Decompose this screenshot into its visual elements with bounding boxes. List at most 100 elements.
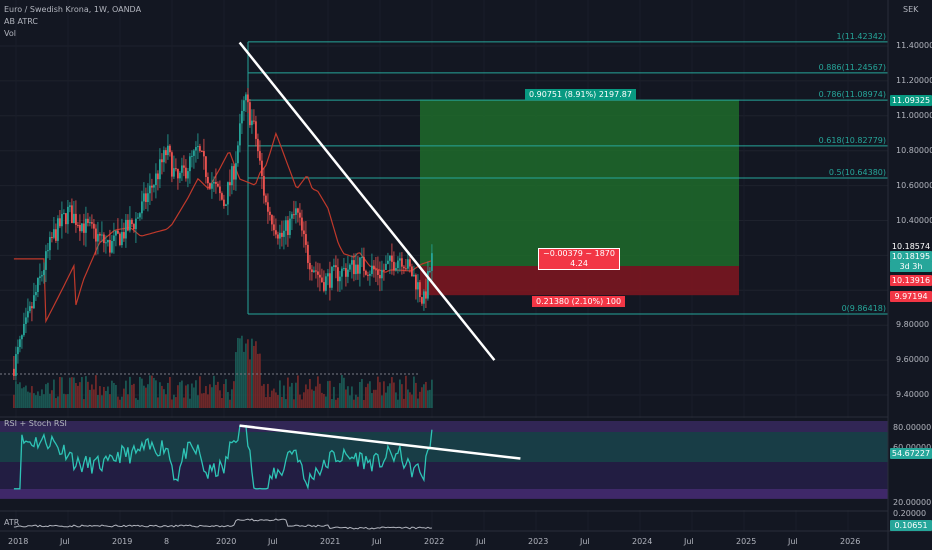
- candle-body: [171, 152, 173, 177]
- volume-bar: [273, 388, 275, 408]
- volume-bar: [281, 396, 283, 408]
- fib-level-label: 0.5(10.64380): [828, 167, 886, 177]
- fib-retracement[interactable]: [247, 41, 888, 315]
- candle-body: [39, 276, 41, 278]
- rsi-title[interactable]: RSI + Stoch RSI: [4, 419, 67, 428]
- volume-bar: [33, 393, 35, 408]
- candle-body: [385, 263, 387, 270]
- volume-bar: [221, 398, 223, 408]
- candle-body: [363, 257, 365, 271]
- candle-body: [137, 217, 139, 219]
- volume-bar: [43, 394, 45, 408]
- candle-body: [41, 275, 43, 277]
- volume-bar: [191, 383, 193, 408]
- candle-body: [19, 339, 21, 348]
- candle-body: [379, 274, 381, 279]
- rsi-band: [0, 432, 888, 462]
- volume-bar: [23, 387, 25, 408]
- rsi-trendline[interactable]: [239, 424, 521, 460]
- volume-bar: [293, 399, 295, 408]
- candle-body: [425, 291, 427, 299]
- volume-bar: [51, 390, 53, 408]
- candle-body: [323, 282, 325, 291]
- volume-bar: [215, 384, 217, 408]
- volume-bar: [415, 382, 417, 408]
- volume-bar: [395, 392, 397, 408]
- candle-body: [157, 173, 159, 180]
- volume-bar: [75, 383, 77, 408]
- candle-body: [59, 218, 61, 227]
- volume-bar: [413, 376, 415, 408]
- volume-bar: [333, 386, 335, 408]
- candle-body: [107, 240, 109, 243]
- candles: [13, 87, 433, 381]
- volume-bar: [277, 395, 279, 408]
- candle-body: [103, 234, 105, 244]
- volume-bar: [303, 392, 305, 408]
- time-label: Jul: [476, 537, 486, 546]
- volume-bar: [171, 399, 173, 408]
- target-zone[interactable]: [420, 99, 739, 267]
- volume-bar: [377, 376, 379, 408]
- volume-bar: [15, 381, 17, 408]
- volume-bar: [425, 381, 427, 408]
- volume-bar: [271, 390, 273, 408]
- atr-title[interactable]: ATR: [4, 518, 20, 527]
- price-tick: 10.80000: [896, 145, 932, 155]
- volume-bar: [37, 391, 39, 408]
- volume-bar: [335, 399, 337, 408]
- candle-body: [407, 259, 409, 269]
- candle-body: [63, 213, 65, 215]
- candle-body: [337, 267, 339, 282]
- volume-bar: [389, 383, 391, 408]
- candle-body: [297, 208, 299, 213]
- volume-label[interactable]: Vol: [4, 29, 16, 38]
- candle-body: [421, 297, 423, 304]
- volume-bar: [163, 389, 165, 408]
- candle-body: [79, 224, 81, 232]
- candle-body: [413, 274, 415, 277]
- volume-bar: [71, 377, 73, 408]
- volume-bar: [289, 386, 291, 408]
- currency-label[interactable]: SEK: [903, 5, 919, 14]
- volume-bar: [155, 380, 157, 408]
- volume-bar: [121, 396, 123, 408]
- price-trendline[interactable]: [238, 41, 496, 361]
- candle-body: [271, 215, 273, 225]
- volume-bar: [69, 377, 71, 408]
- volume-bar: [355, 394, 357, 408]
- volume-bar: [65, 394, 67, 408]
- volume-bar: [123, 388, 125, 408]
- candle-body: [325, 276, 327, 291]
- volume-bar: [367, 383, 369, 408]
- stop-zone[interactable]: [420, 266, 739, 296]
- volume-bars: [0, 335, 433, 408]
- candle-body: [353, 260, 355, 275]
- indicator-label[interactable]: AB ATRC: [4, 17, 38, 26]
- volume-bar: [135, 398, 137, 408]
- volume-bar: [115, 384, 117, 408]
- volume-bar: [25, 385, 27, 408]
- volume-bar: [93, 389, 95, 408]
- volume-bar: [371, 393, 373, 408]
- candle-body: [155, 173, 157, 186]
- time-label: 2021: [320, 537, 341, 546]
- volume-bar: [411, 394, 413, 408]
- symbol-title[interactable]: Euro / Swedish Krona, 1W, OANDA: [4, 5, 142, 14]
- candle-body: [203, 151, 205, 157]
- volume-bar: [229, 399, 231, 408]
- volume-bar: [419, 391, 421, 408]
- candle-body: [327, 273, 329, 277]
- rsi-band-upper: [0, 421, 888, 432]
- volume-bar: [147, 384, 149, 408]
- volume-bar: [61, 377, 63, 408]
- volume-bar: [99, 386, 101, 408]
- time-label: 2018: [8, 537, 29, 546]
- volume-bar: [41, 389, 43, 408]
- volume-bar: [397, 399, 399, 408]
- volume-bar: [87, 381, 89, 408]
- volume-bar: [109, 394, 111, 408]
- candle-body: [77, 224, 79, 226]
- candle-body: [319, 274, 321, 278]
